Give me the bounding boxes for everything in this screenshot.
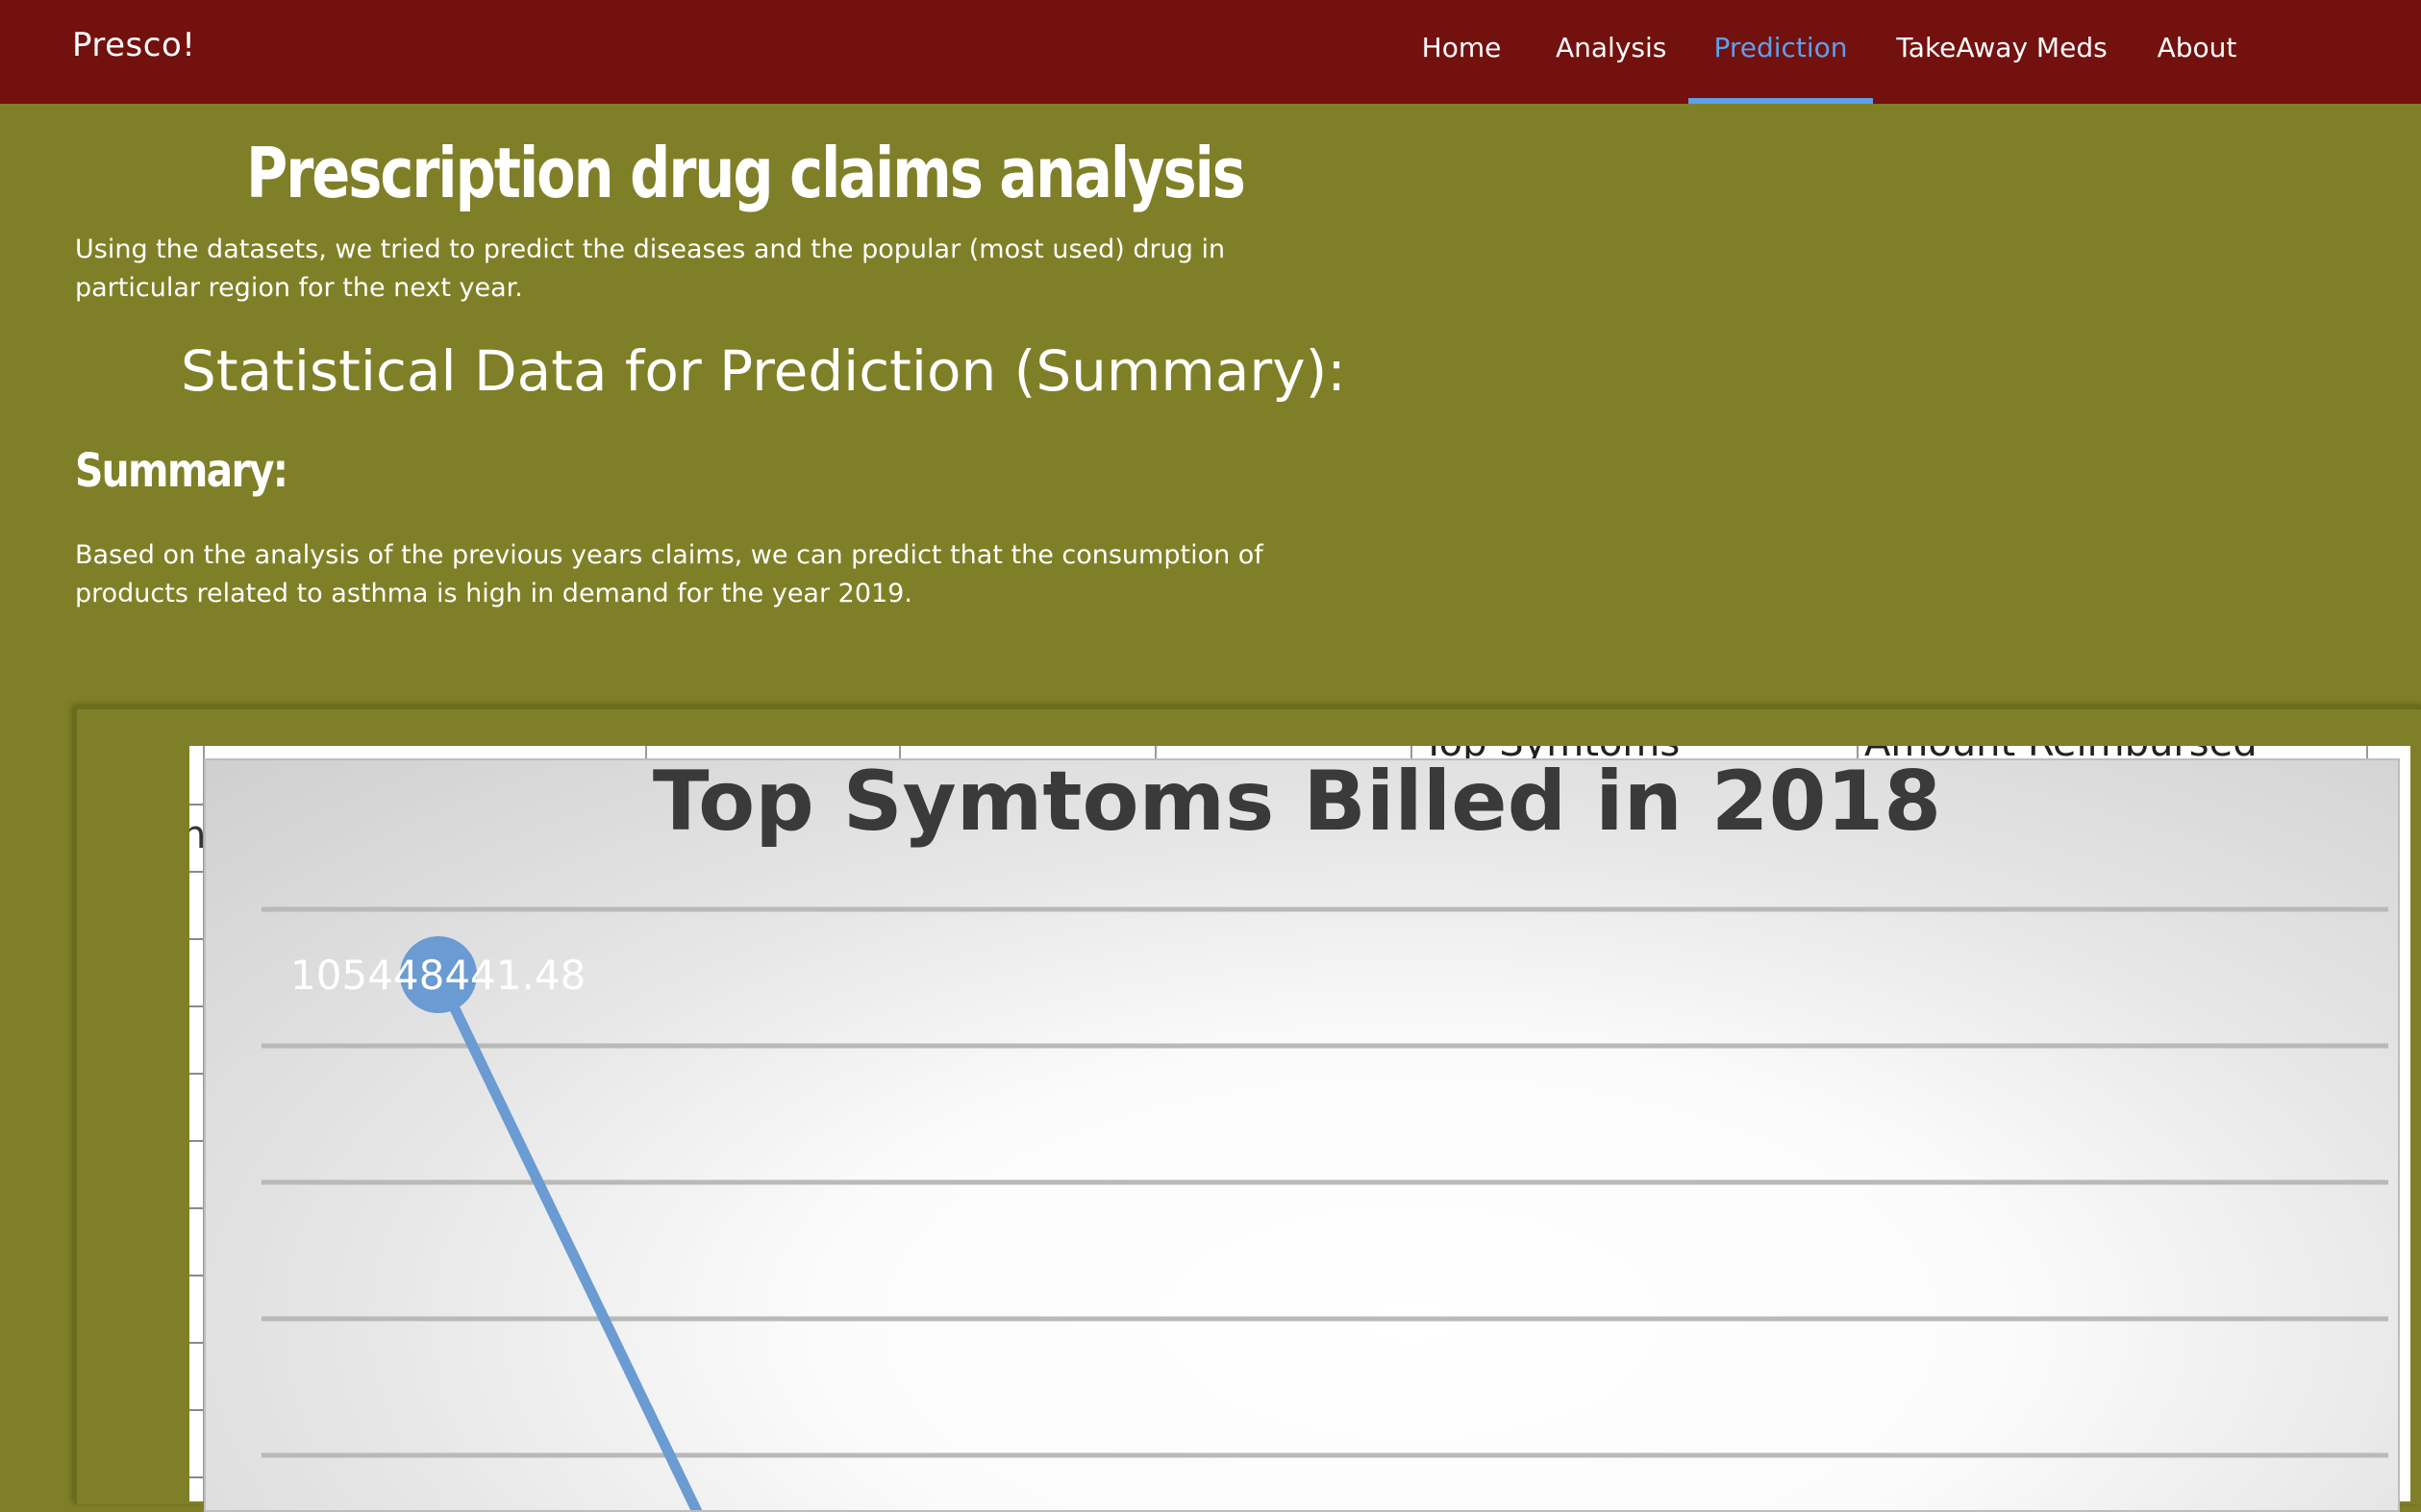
active-tab-indicator bbox=[1688, 98, 1873, 104]
row-tick bbox=[189, 938, 203, 940]
summary-heading: Summary: bbox=[75, 444, 288, 498]
column-divider bbox=[1857, 746, 1859, 759]
nav-prediction-label: Prediction bbox=[1713, 32, 1848, 63]
column-divider bbox=[899, 746, 901, 759]
chart-svg: Top Symtoms Billed in 2018 105448441.48 bbox=[262, 760, 2388, 1510]
chart-title: Top Symtoms Billed in 2018 bbox=[653, 760, 1941, 850]
navbar: Presco! Home Analysis Prediction TakeAwa… bbox=[0, 0, 2421, 104]
row-tick bbox=[189, 1073, 203, 1075]
nav-home[interactable]: Home bbox=[1421, 32, 1502, 63]
nav-about[interactable]: About bbox=[2157, 32, 2237, 63]
row-tick bbox=[189, 1275, 203, 1277]
column-divider bbox=[645, 746, 647, 759]
row-tick bbox=[189, 804, 203, 806]
series-line bbox=[434, 972, 703, 1510]
row-tick bbox=[189, 1005, 203, 1007]
row-tick bbox=[189, 871, 203, 873]
line-chart: Top Symtoms Billed in 2018 105448441.48 bbox=[204, 758, 2400, 1512]
data-point-label: 105448441.48 bbox=[290, 952, 586, 999]
nav-takeaway-meds[interactable]: TakeAway Meds bbox=[1896, 32, 2108, 63]
sheet-cell-fragment: n bbox=[189, 813, 207, 857]
intro-text: Using the datasets, we tried to predict … bbox=[75, 235, 1226, 303]
row-tick bbox=[189, 1140, 203, 1142]
page-title: Prescription drug claims analysis bbox=[246, 133, 1246, 213]
summary-text: Based on the analysis of the previous ye… bbox=[75, 540, 1263, 608]
column-divider bbox=[2366, 746, 2368, 759]
chart-series: 105448441.48 bbox=[290, 936, 703, 1510]
column-divider bbox=[1155, 746, 1157, 759]
section-heading: Statistical Data for Prediction (Summary… bbox=[181, 338, 1346, 404]
nav-prediction[interactable]: Prediction bbox=[1688, 0, 1873, 104]
row-tick bbox=[189, 1342, 203, 1344]
data-point-marker bbox=[400, 936, 477, 1013]
nav-analysis[interactable]: Analysis bbox=[1556, 32, 1667, 63]
brand-logo[interactable]: Presco! bbox=[72, 26, 196, 64]
sheet-row-guides bbox=[189, 746, 205, 1501]
chart-gridlines bbox=[262, 906, 2388, 1458]
row-tick bbox=[189, 1476, 203, 1478]
row-tick bbox=[189, 1409, 203, 1411]
column-divider bbox=[1410, 746, 1412, 759]
row-tick bbox=[189, 1207, 203, 1209]
